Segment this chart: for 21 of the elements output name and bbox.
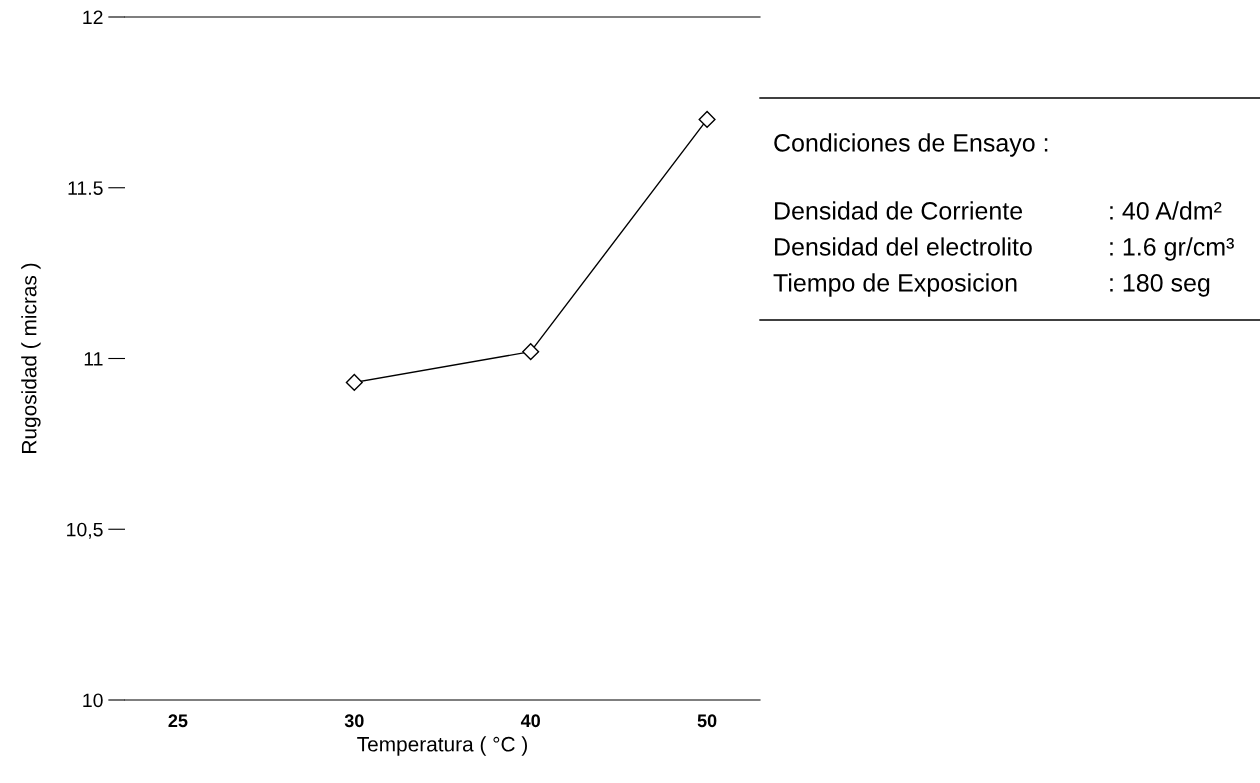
text: Densidad de Corriente: [775, 201, 1023, 220]
y-tick-label: 10,5: [67, 522, 103, 539]
x-tick-label: 25: [168, 714, 188, 728]
point: [698, 110, 716, 129]
text: : 1.6 gr/cm³: [1110, 237, 1234, 261]
x-tick-label: 30: [344, 714, 364, 728]
y-tick-label: 11.5: [68, 181, 103, 195]
y-axis-title: Rugosidad ( micras ): [21, 263, 41, 453]
y-tick-label: 11: [84, 352, 103, 366]
point: [345, 373, 363, 391]
x-tick-label: 50: [697, 714, 717, 728]
point: [522, 343, 540, 361]
text: Densidad del electrolito: [775, 237, 1032, 256]
x-axis-title: Temperatura ( °C ): [357, 736, 527, 756]
text: Tiempo de Exposicion: [773, 273, 1017, 297]
y-tick-label: 12: [83, 10, 103, 25]
y-tick-label: 10: [83, 693, 103, 708]
text: : 180 seg: [1110, 274, 1210, 297]
x-tick-label: 40: [520, 714, 540, 728]
text: : 40 A/dm²: [1110, 201, 1222, 220]
text: Condiciones de Ensayo :: [774, 133, 1048, 157]
